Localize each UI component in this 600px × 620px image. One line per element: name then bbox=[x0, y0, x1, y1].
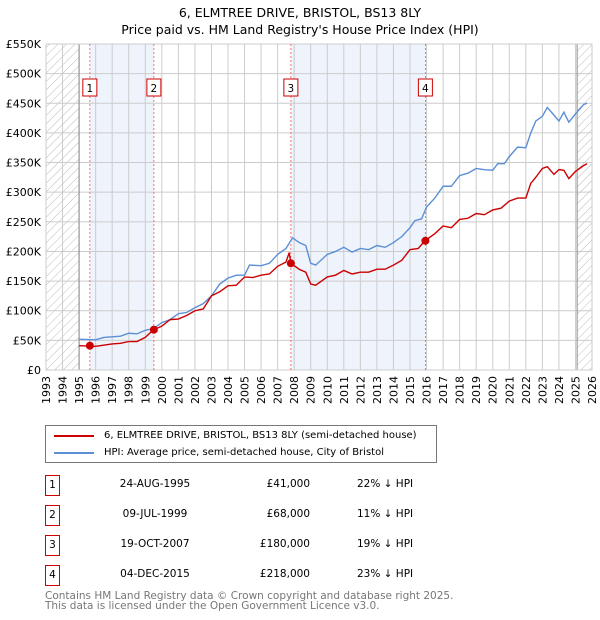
sale-label-number: 1 bbox=[87, 83, 94, 95]
sale-label-number: 2 bbox=[151, 83, 158, 95]
sale-point bbox=[149, 325, 158, 334]
property-price-line bbox=[79, 163, 588, 347]
sale-price: £218,000 bbox=[259, 568, 310, 580]
x-tick-label: 1998 bbox=[123, 376, 136, 404]
x-tick-label: 2015 bbox=[404, 376, 417, 404]
chart-subtitle: Price paid vs. HM Land Registry's House … bbox=[121, 22, 479, 37]
x-tick-label: 2003 bbox=[205, 376, 218, 404]
sale-label-box bbox=[417, 78, 433, 97]
sale-row: 4 04-DEC-2015 £218,000 23% ↓ HPI bbox=[45, 565, 445, 586]
x-tick-label: 2001 bbox=[172, 376, 185, 404]
y-tick-label: £50K bbox=[13, 334, 42, 347]
sale-point bbox=[421, 236, 430, 245]
x-tick-label: 2011 bbox=[338, 376, 351, 404]
sale-label-box bbox=[82, 78, 98, 97]
legend-label-property: 6, ELMTREE DRIVE, BRISTOL, BS13 8LY (sem… bbox=[104, 430, 417, 441]
y-tick-label: £350K bbox=[6, 157, 42, 170]
y-tick-label: £150K bbox=[6, 275, 42, 288]
sale-label-box bbox=[283, 78, 299, 97]
sale-number-box: 1 bbox=[45, 475, 60, 496]
x-tick-label: 2009 bbox=[305, 376, 318, 404]
sale-point bbox=[85, 341, 94, 350]
x-tick-label: 2018 bbox=[454, 376, 467, 404]
x-tick-label: 2022 bbox=[520, 376, 533, 404]
sale-number-box: 3 bbox=[45, 535, 60, 556]
x-tick-label: 1999 bbox=[139, 376, 152, 404]
sale-label-box bbox=[146, 78, 162, 97]
sale-hpi-diff: 19% ↓ HPI bbox=[357, 538, 414, 550]
y-tick-label: £0 bbox=[27, 364, 41, 377]
legend: 6, ELMTREE DRIVE, BRISTOL, BS13 8LY (sem… bbox=[45, 425, 437, 463]
hpi-line bbox=[79, 102, 588, 341]
y-tick-label: £200K bbox=[6, 245, 42, 258]
x-tick-label: 1996 bbox=[90, 376, 103, 404]
sale-row: 3 19-OCT-2007 £180,000 19% ↓ HPI bbox=[45, 535, 445, 556]
x-tick-label: 2008 bbox=[288, 376, 301, 404]
x-tick-label: 2020 bbox=[487, 376, 500, 404]
sale-number-box: 2 bbox=[45, 505, 60, 526]
sale-price: £68,000 bbox=[266, 508, 310, 520]
sale-date: 19-OCT-2007 bbox=[120, 538, 190, 550]
y-tick-label: £250K bbox=[6, 216, 42, 229]
y-tick-label: £500K bbox=[6, 68, 42, 81]
x-tick-label: 2000 bbox=[156, 376, 169, 404]
x-tick-label: 2017 bbox=[437, 376, 450, 404]
sale-row: 2 09-JUL-1999 £68,000 11% ↓ HPI bbox=[45, 505, 445, 526]
shaded-band bbox=[89, 44, 154, 370]
plot-border bbox=[45, 43, 593, 371]
y-tick-label: £100K bbox=[6, 305, 42, 318]
x-tick-label: 2025 bbox=[569, 376, 582, 404]
price-chart: 1993 1994 1995 1996 1997 1998 1999 2000 2001 2002… bbox=[6, 38, 599, 404]
sale-price: £41,000 bbox=[266, 478, 310, 490]
x-tick-label: 2026 bbox=[586, 376, 599, 404]
legend-swatch-hpi bbox=[54, 451, 94, 454]
x-tick-label: 2004 bbox=[222, 376, 235, 404]
x-tick-label: 1995 bbox=[73, 376, 86, 404]
sale-price: £180,000 bbox=[259, 538, 310, 550]
y-tick-label: £400K bbox=[6, 127, 42, 140]
x-tick-label: 2024 bbox=[553, 376, 566, 404]
shaded-band bbox=[290, 44, 426, 370]
legend-swatch-property bbox=[54, 434, 94, 437]
x-tick-label: 2013 bbox=[371, 376, 384, 404]
sale-row: 1 24-AUG-1995 £41,000 22% ↓ HPI bbox=[45, 475, 445, 496]
x-tick-label: 2005 bbox=[239, 376, 252, 404]
legend-label-hpi: HPI: Average price, semi-detached house,… bbox=[104, 447, 384, 458]
footer-copyright: Contains HM Land Registry data © Crown c… bbox=[45, 590, 454, 602]
x-tick-label: 2014 bbox=[387, 376, 400, 404]
sale-date: 24-AUG-1995 bbox=[119, 478, 191, 490]
hatched-region-after bbox=[577, 44, 592, 370]
chart-title: 6, ELMTREE DRIVE, BRISTOL, BS13 8LY bbox=[178, 5, 422, 20]
sale-number-box: 4 bbox=[45, 565, 60, 586]
x-tick-label: 2010 bbox=[321, 376, 334, 404]
x-tick-label: 2002 bbox=[189, 376, 202, 404]
sale-point bbox=[286, 259, 295, 268]
y-tick-label: £550K bbox=[6, 38, 42, 51]
x-tick-label: 2016 bbox=[421, 376, 434, 404]
sale-date: 04-DEC-2015 bbox=[120, 568, 190, 580]
x-tick-label: 1997 bbox=[106, 376, 119, 404]
sale-hpi-diff: 22% ↓ HPI bbox=[357, 478, 414, 490]
x-tick-label: 2019 bbox=[470, 376, 483, 404]
sale-hpi-diff: 23% ↓ HPI bbox=[357, 568, 414, 580]
footer-licence: This data is licensed under the Open Gov… bbox=[45, 600, 380, 612]
y-tick-label: £300K bbox=[6, 186, 42, 199]
sale-label-number: 4 bbox=[422, 83, 429, 95]
sale-date: 09-JUL-1999 bbox=[122, 508, 188, 520]
sale-label-number: 3 bbox=[288, 83, 295, 95]
x-tick-label: 2007 bbox=[272, 376, 285, 404]
x-tick-label: 1993 bbox=[40, 376, 53, 404]
x-tick-label: 2023 bbox=[536, 376, 549, 404]
x-tick-label: 2006 bbox=[255, 376, 268, 404]
x-tick-label: 2021 bbox=[503, 376, 516, 404]
x-tick-label: 1994 bbox=[57, 376, 70, 404]
y-tick-label: £450K bbox=[6, 97, 42, 110]
x-tick-label: 2012 bbox=[354, 376, 367, 404]
sale-hpi-diff: 11% ↓ HPI bbox=[357, 508, 414, 520]
